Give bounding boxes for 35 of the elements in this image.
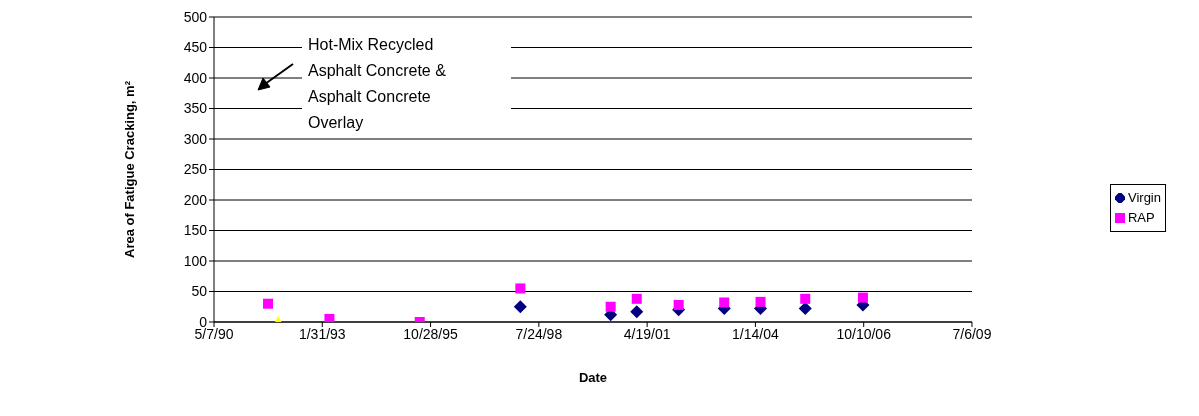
point	[798, 302, 812, 316]
x-axis-title: Date	[578, 370, 608, 385]
y-tick-label: 350	[183, 100, 208, 117]
y-tick-label: 400	[183, 69, 208, 86]
x-tick-label: 7/6/09	[952, 325, 992, 342]
y-tick-label: 150	[183, 222, 208, 239]
point	[605, 301, 616, 312]
x-tick-label: 1/31/93	[298, 325, 346, 342]
point	[324, 313, 335, 322]
x-tick-label: 7/24/98	[515, 325, 563, 342]
y-tick-label: 250	[183, 161, 208, 178]
point	[719, 297, 730, 308]
point	[755, 296, 766, 307]
point	[673, 299, 684, 310]
y-axis-title: Area of Fatigue Cracking, m²	[121, 80, 137, 258]
point	[857, 292, 868, 303]
point	[513, 300, 527, 314]
y-tick-label: 100	[183, 252, 208, 269]
x-tick-label: 10/10/06	[836, 325, 892, 342]
y-tick-label: 500	[183, 8, 208, 25]
x-tick-label: 4/19/01	[623, 325, 671, 342]
legend-label: RAP	[1127, 209, 1155, 227]
y-tick-label: 0	[199, 313, 208, 330]
point	[630, 305, 644, 319]
point	[631, 293, 642, 304]
y-tick-label: 300	[183, 130, 208, 147]
legend-label: Virgin	[1127, 189, 1161, 207]
x-tick-label: 10/28/95	[403, 325, 459, 342]
y-tick-label: 200	[183, 191, 208, 208]
y-tick-label: 450	[183, 39, 208, 56]
x-tick-label: 1/14/04	[732, 325, 779, 342]
y-tick-label: 50	[191, 283, 208, 300]
point	[515, 283, 526, 294]
point	[800, 293, 811, 304]
point	[263, 298, 274, 309]
